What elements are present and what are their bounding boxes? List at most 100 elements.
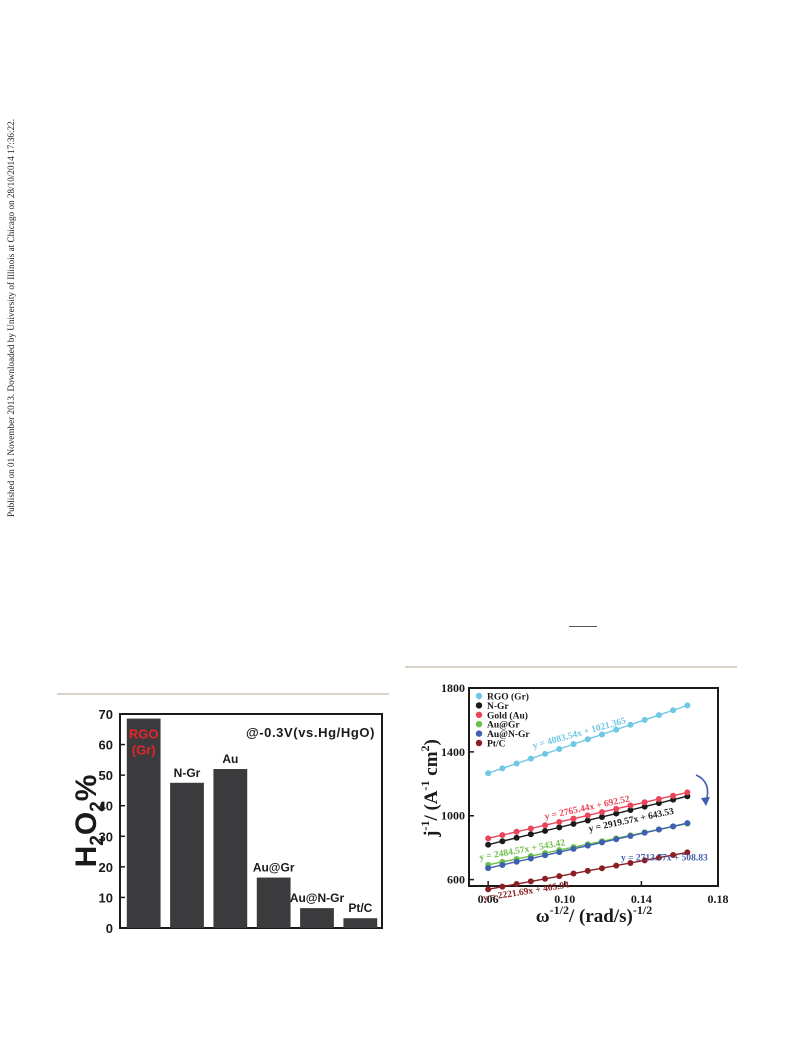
kl-data-point: [556, 849, 563, 856]
kl-data-point: [627, 802, 634, 809]
kl-data-point: [655, 800, 662, 807]
bar-ylabel-sub: 2: [87, 835, 108, 846]
kl-data-point: [485, 841, 492, 848]
short-divider: [569, 626, 597, 627]
kl-data-point: [513, 858, 520, 865]
kl-data-point: [613, 810, 620, 817]
kl-legend-label: Pt/C: [487, 740, 506, 750]
kl-data-point: [627, 832, 634, 839]
kl-data-point: [684, 820, 691, 827]
kl-data-point: [499, 832, 506, 839]
kl-xtick-label: 0.10: [554, 892, 575, 906]
koutecky-levich-chart: 0.06 0.10 0.14 0.18 600 1000 1400 1800 RGO (Gr)…: [418, 681, 729, 927]
kl-ytick-label: 1800: [441, 681, 465, 695]
kl-data-point: [655, 854, 662, 861]
kl-data-point: [499, 765, 506, 772]
kl-data-point: [513, 834, 520, 841]
kl-data-point: [598, 865, 605, 872]
kl-xlabel-mid: / (rad/s): [568, 906, 633, 927]
kl-data-point: [527, 831, 534, 838]
kl-data-point: [570, 820, 577, 827]
kl-data-point: [499, 883, 506, 890]
kl-ylabel-sup3: 2: [418, 745, 432, 751]
kl-data-point: [485, 886, 492, 893]
bar-plot-frame: [119, 713, 383, 929]
kl-legend-label: N-Gr: [487, 702, 509, 712]
right-panel-rule: [405, 666, 737, 668]
bar-label: Au@Gr: [253, 861, 295, 875]
bar-annotation: @-0.3V(vs.Hg/HgO): [246, 725, 375, 740]
kl-legend-label: RGO (Gr): [487, 692, 529, 703]
kl-legend-label: Au@Gr: [487, 721, 520, 731]
kl-legend-marker: [475, 721, 483, 728]
kl-legend-marker: [475, 692, 483, 700]
bar-ylabel-sub2: 2: [87, 801, 108, 812]
bar-ylabel-percent: %: [70, 775, 103, 802]
kl-data-point: [584, 736, 591, 743]
bar: [300, 908, 334, 928]
kl-ylabel-j: j: [421, 831, 442, 838]
kl-ylabel-sup: -1: [418, 821, 432, 831]
bar-ylabel-h: H: [70, 846, 103, 868]
bar: [126, 718, 161, 928]
kl-data-point: [641, 803, 648, 810]
kl-xlabel-sup: -1/2: [550, 903, 569, 917]
bar-ytick-label: 40: [99, 799, 113, 814]
kl-data-point: [684, 702, 691, 709]
bar-label: Pt/C: [348, 901, 372, 915]
kl-data-point: [684, 789, 691, 796]
kl-legend-label: Gold (Au): [487, 710, 528, 721]
kl-data-point: [485, 770, 492, 777]
kl-data-point: [485, 835, 492, 842]
kl-data-point: [670, 852, 677, 859]
kl-xlabel-sup2: -1/2: [633, 903, 652, 917]
kl-data-point: [613, 805, 620, 812]
kl-ylabel-sup2: -1: [418, 780, 432, 790]
kl-data-point: [570, 870, 577, 877]
kl-legend-marker: [475, 730, 483, 737]
bar-label-line2: (Gr): [132, 743, 156, 758]
kl-data-point: [584, 817, 591, 824]
bar-label: Au: [222, 752, 238, 766]
kl-ytick-label: 600: [447, 873, 465, 887]
bar-ylabel: H2O2%: [70, 775, 108, 868]
bar-label: RGO: [129, 727, 159, 742]
kl-xlabel-omega: ω: [536, 906, 550, 927]
kl-data-point: [641, 857, 648, 864]
kl-data-point: [598, 731, 605, 738]
bar-ytick-label: 10: [99, 890, 113, 905]
kl-data-point: [513, 828, 520, 835]
publication-side-note: Published on 01 November 2013. Downloade…: [6, 118, 16, 518]
bar-ytick-label: 20: [99, 860, 113, 875]
kl-data-point: [527, 878, 534, 885]
kl-data-point: [627, 721, 634, 728]
kl-ytick-label: 1400: [441, 745, 465, 759]
kl-data-point: [613, 726, 620, 733]
kl-data-point: [584, 812, 591, 819]
kl-data-point: [684, 849, 691, 856]
kl-xtick-label: 0.14: [631, 892, 652, 906]
bar-label: N-Gr: [174, 766, 201, 780]
kl-data-point: [584, 867, 591, 874]
kl-data-point: [527, 755, 534, 762]
bar-label: Au@N-Gr: [290, 891, 345, 905]
kl-data-point: [527, 855, 534, 862]
kl-ylabel-close: ): [421, 739, 442, 745]
kl-ylabel: j-1/ (A-1 cm2): [418, 739, 442, 838]
kl-xtick-label: 0.18: [708, 892, 729, 906]
kl-data-point: [485, 865, 492, 872]
h2o2-bar-chart: 0 10 20 30 40 50 60 70 RGO(Gr) N-Gr Au Au@Gr Au@N-G…: [70, 707, 383, 936]
kl-data-point: [613, 862, 620, 869]
kl-data-point: [670, 823, 677, 830]
bar-ylabel-o: O: [70, 812, 103, 835]
kl-legend-marker: [475, 702, 483, 709]
kl-data-point: [584, 842, 591, 849]
kl-data-point: [570, 815, 577, 822]
kl-data-point: [655, 795, 662, 802]
bar: [213, 769, 248, 928]
kl-data-point: [513, 881, 520, 888]
kl-ylabel-mid: / (A: [421, 790, 442, 821]
kl-data-point: [627, 859, 634, 866]
kl-xtick-label: 0.06: [478, 892, 499, 906]
kl-data-point: [556, 745, 563, 752]
